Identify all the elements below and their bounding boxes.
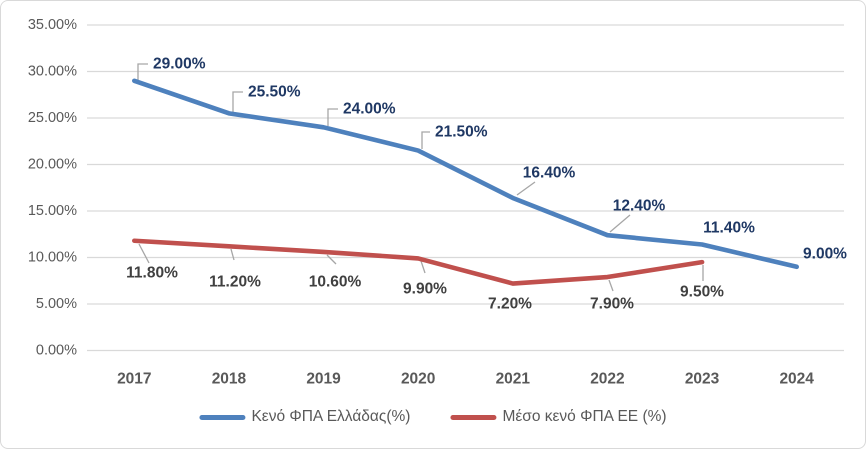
data-label-leader-line [420, 260, 426, 274]
x-axis-tick-label: 2018 [212, 371, 247, 388]
greece-series-label: Κενό ΦΠΑ Ελλάδας(%) [251, 408, 411, 425]
x-axis-tick-label: 2024 [779, 371, 814, 388]
data-label: 24.00% [343, 101, 396, 118]
y-axis-tick-label: 35.00% [28, 17, 77, 33]
greece-series-swatch [199, 414, 246, 420]
y-axis-tick-label: 5.00% [36, 296, 77, 312]
x-axis-tick-label: 2023 [685, 371, 720, 388]
legend-item-eu: Μέσο κενό ΦΠΑ ΕΕ (%) [450, 408, 667, 426]
data-label: 10.60% [309, 274, 362, 291]
data-label-leader-line [327, 108, 338, 126]
data-label-leader-line [232, 91, 243, 112]
data-label-leader-line [609, 214, 631, 233]
data-label: 11.80% [126, 265, 178, 282]
x-axis-tick-label: 2019 [306, 371, 341, 388]
data-label-leader-line [137, 63, 148, 80]
y-axis-tick-label: 25.00% [28, 110, 77, 126]
data-label-leader-line [516, 181, 536, 196]
data-label-leader-line [138, 243, 150, 264]
data-label: 11.20% [209, 274, 261, 291]
y-axis-tick-label: 20.00% [28, 157, 77, 173]
x-axis-tick-label: 2022 [590, 371, 624, 388]
greece-series-line [132, 78, 799, 270]
y-axis-tick-label: 30.00% [28, 64, 77, 80]
x-axis-tick-label: 2020 [401, 371, 435, 388]
data-label-leader-line [230, 248, 235, 261]
data-label: 9.50% [680, 284, 724, 301]
data-label: 9.90% [403, 281, 447, 298]
data-label: 25.50% [248, 84, 301, 101]
data-label: 16.40% [523, 165, 576, 182]
data-label: 11.40% [703, 220, 755, 237]
x-axis-tick-label: 2021 [496, 371, 531, 388]
eu-series-swatch [450, 414, 497, 420]
legend-item-greece: Κενό ΦΠΑ Ελλάδας(%) [199, 408, 410, 426]
y-axis-tick-label: 15.00% [28, 203, 77, 219]
data-label-leader-line [326, 254, 337, 265]
data-label: 7.90% [590, 296, 634, 313]
eu-series-label: Μέσο κενό ΦΠΑ ΕΕ (%) [502, 408, 667, 425]
data-label-leader-line [421, 131, 430, 149]
data-label: 12.40% [613, 198, 666, 215]
y-axis-tick-label: 0.00% [36, 343, 77, 359]
data-label-leader-line [608, 279, 614, 292]
data-label: 29.00% [153, 56, 206, 73]
y-axis-tick-label: 10.00% [28, 250, 77, 266]
data-label: 9.00% [803, 246, 847, 263]
data-label: 21.50% [435, 124, 488, 141]
data-label: 7.20% [488, 296, 532, 313]
eu-series-line [132, 238, 705, 286]
chart-legend: Κενό ΦΠΑ Ελλάδας(%) Μέσο κενό ΦΠΑ ΕΕ (%) [199, 408, 667, 426]
x-axis-tick-label: 2017 [117, 371, 151, 388]
